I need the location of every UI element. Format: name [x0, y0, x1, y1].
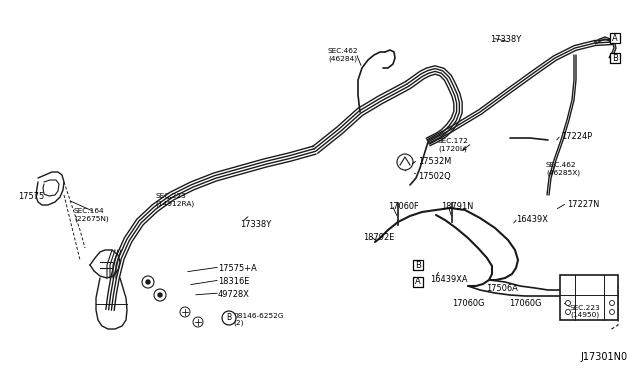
- Text: B: B: [612, 54, 618, 62]
- Text: 08146-6252G
(2): 08146-6252G (2): [233, 313, 284, 327]
- Text: J17301N0: J17301N0: [581, 352, 628, 362]
- Text: SEC.462
(46285X): SEC.462 (46285X): [546, 162, 580, 176]
- Bar: [413, 277, 423, 287]
- Text: 16439XA: 16439XA: [430, 275, 467, 284]
- Text: 17506A: 17506A: [486, 284, 518, 293]
- Circle shape: [154, 289, 166, 301]
- Circle shape: [158, 293, 162, 297]
- Text: 17227N: 17227N: [567, 200, 600, 209]
- Text: SEC.462
(46284): SEC.462 (46284): [328, 48, 358, 61]
- FancyBboxPatch shape: [560, 275, 618, 320]
- Text: SEC.223
(14912RA): SEC.223 (14912RA): [155, 193, 195, 206]
- Text: 17502Q: 17502Q: [418, 172, 451, 181]
- Text: 17060G: 17060G: [452, 299, 484, 308]
- Circle shape: [609, 310, 614, 314]
- Text: 16439X: 16439X: [516, 215, 548, 224]
- Text: 49728X: 49728X: [218, 290, 250, 299]
- Text: 17575: 17575: [18, 192, 44, 201]
- Circle shape: [566, 310, 570, 314]
- Text: 17338Y: 17338Y: [240, 220, 271, 229]
- Text: B: B: [415, 260, 421, 269]
- Text: 17224P: 17224P: [561, 132, 592, 141]
- Text: 17575+A: 17575+A: [218, 264, 257, 273]
- Text: A: A: [415, 278, 421, 286]
- Circle shape: [222, 311, 236, 325]
- Text: 18316E: 18316E: [218, 277, 250, 286]
- Bar: [610, 53, 620, 63]
- Circle shape: [142, 276, 154, 288]
- Text: SEC.172
(1720L): SEC.172 (1720L): [438, 138, 469, 151]
- Circle shape: [193, 317, 203, 327]
- Text: 17060F: 17060F: [388, 202, 419, 211]
- Circle shape: [146, 280, 150, 284]
- Circle shape: [566, 301, 570, 305]
- Text: 17532M: 17532M: [418, 157, 451, 166]
- Text: 17338Y: 17338Y: [490, 35, 521, 44]
- Circle shape: [397, 154, 413, 170]
- Text: SEC.223
(14950): SEC.223 (14950): [570, 305, 601, 318]
- Text: SEC.164
(22675N): SEC.164 (22675N): [74, 208, 109, 221]
- Circle shape: [180, 307, 190, 317]
- Text: A: A: [612, 33, 618, 42]
- Text: 17060G: 17060G: [509, 299, 541, 308]
- Text: B: B: [227, 314, 232, 323]
- Circle shape: [609, 301, 614, 305]
- Bar: [610, 33, 620, 43]
- Text: 18792E: 18792E: [363, 233, 394, 242]
- Bar: [413, 260, 423, 270]
- Text: 18791N: 18791N: [441, 202, 474, 211]
